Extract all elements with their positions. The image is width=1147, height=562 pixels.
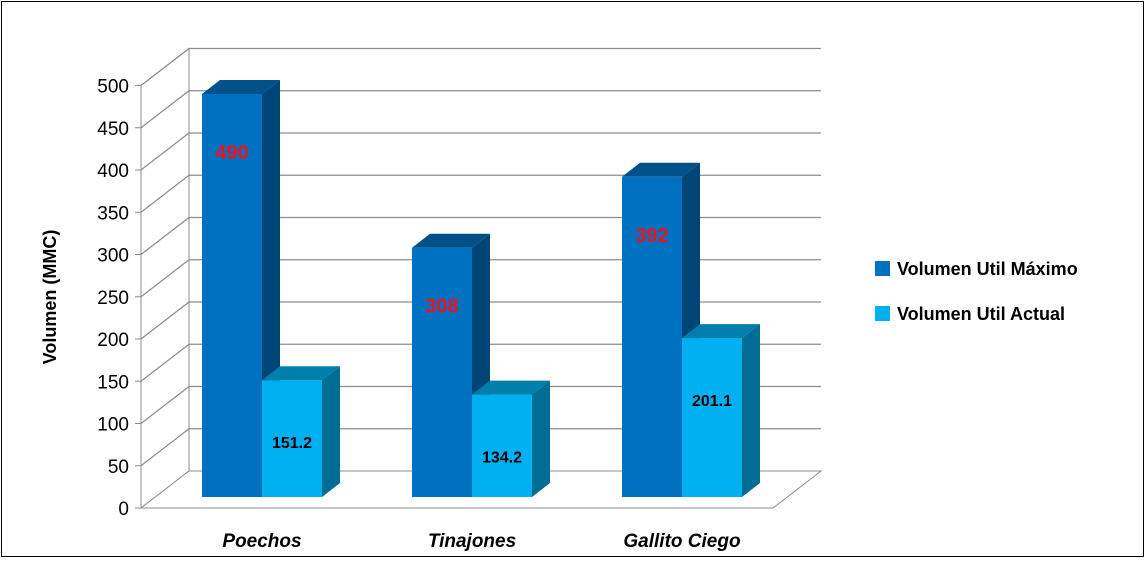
- bar-front: [202, 93, 262, 497]
- y-axis-ticks: 0 50 100 150 200 250 300 350 400 450 500: [97, 77, 141, 520]
- gridline: [140, 428, 821, 467]
- y-tick-label: 200: [97, 330, 129, 351]
- y-tick-label: 150: [97, 372, 129, 393]
- bar-side: [532, 380, 550, 497]
- data-label: 151.2: [272, 435, 312, 452]
- bar-front: [682, 338, 742, 497]
- y-tick-label: 50: [108, 457, 129, 478]
- gridline: [140, 47, 821, 86]
- gridline: [140, 132, 821, 171]
- bar-front: [622, 176, 682, 497]
- gridline: [140, 385, 821, 424]
- gridline: [140, 343, 821, 382]
- data-label: 392: [635, 225, 668, 247]
- bar-front: [412, 247, 472, 497]
- bar-side: [742, 324, 760, 497]
- bar-front: [262, 380, 322, 497]
- bar: [682, 324, 760, 497]
- y-tick-label: 250: [97, 288, 129, 309]
- bar: [412, 233, 490, 498]
- data-labels: 490 151.2 308 134.2 392 201.1: [215, 142, 732, 467]
- bar-top: [682, 324, 760, 339]
- legend-label: Volumen Util Actual: [897, 304, 1065, 324]
- bar: [262, 366, 340, 497]
- legend: Volumen Util Máximo Volumen Util Actual: [875, 259, 1078, 324]
- data-label: 308: [425, 296, 458, 318]
- y-tick-label: 350: [97, 203, 129, 224]
- bar-top: [202, 79, 280, 94]
- bar-top: [262, 366, 340, 381]
- x-category-label: Tinajones: [428, 531, 516, 552]
- y-tick-label: 400: [97, 161, 129, 182]
- gridline: [140, 301, 821, 340]
- gridline: [140, 259, 821, 298]
- bar-front: [472, 394, 532, 497]
- legend-swatch: [875, 261, 890, 276]
- gridline: [140, 174, 821, 213]
- data-label: 490: [215, 142, 248, 164]
- x-axis-categories: Poechos Tinajones Gallito Ciego: [222, 531, 740, 552]
- gridline: [140, 216, 821, 255]
- bar-top: [622, 162, 700, 177]
- y-axis-label: Volumen (MMC): [40, 230, 60, 365]
- gridlines: [140, 47, 821, 467]
- bar-top: [412, 233, 490, 248]
- legend-label: Volumen Util Máximo: [897, 259, 1078, 279]
- bar: [472, 380, 550, 497]
- x-category-label: Gallito Ciego: [623, 531, 740, 552]
- bar-side: [322, 366, 340, 497]
- y-tick-label: 450: [97, 119, 129, 140]
- gridline: [140, 90, 821, 129]
- bars: [202, 79, 760, 498]
- data-label: 134.2: [482, 450, 522, 467]
- bar-top: [472, 380, 550, 395]
- x-category-label: Poechos: [222, 531, 301, 552]
- data-label: 201.1: [692, 393, 732, 410]
- y-tick-label: 0: [118, 499, 129, 520]
- y-tick-label: 300: [97, 246, 129, 267]
- y-tick-label: 500: [97, 77, 129, 98]
- legend-swatch: [875, 306, 890, 321]
- y-tick-label: 100: [97, 415, 129, 436]
